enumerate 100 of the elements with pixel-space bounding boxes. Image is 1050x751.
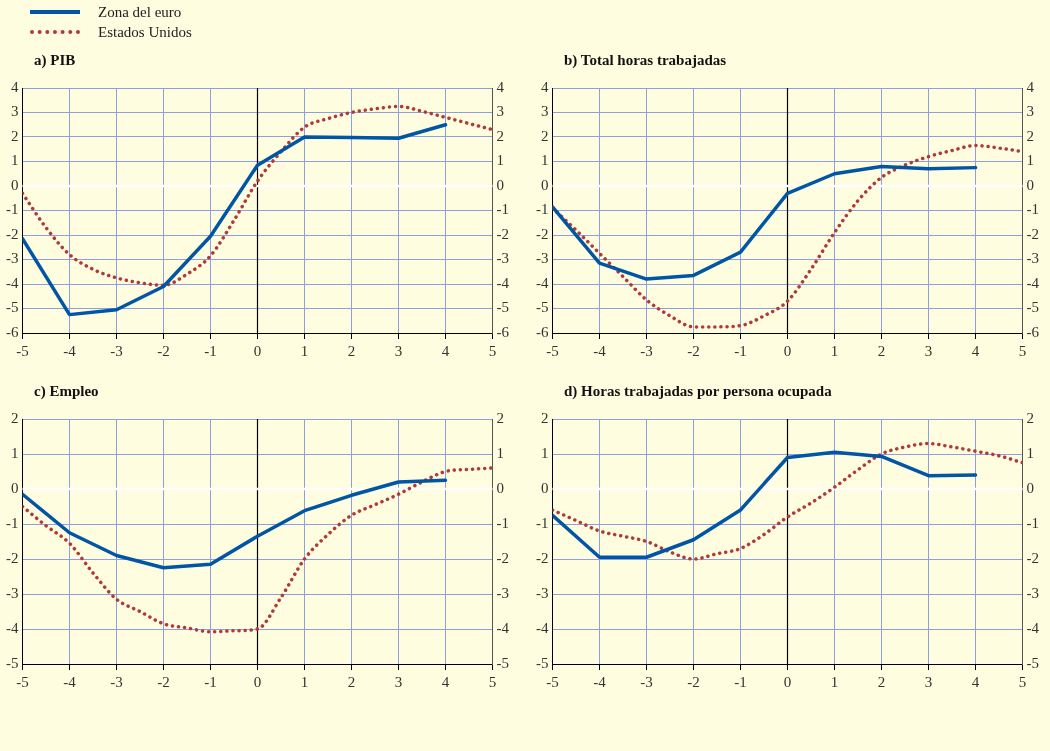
- y-tick-label: 1: [541, 444, 549, 461]
- y-tick-label: -5: [536, 654, 549, 671]
- chart-title: c) Empleo: [34, 383, 100, 400]
- y-tick-label: -1: [6, 514, 19, 531]
- y2-tick-label: 0: [496, 479, 504, 496]
- y2-tick-label: -1: [496, 514, 509, 531]
- y-tick-label: -6: [536, 323, 549, 340]
- x-tick-label: 3: [924, 342, 933, 359]
- y2-tick-label: -2: [496, 225, 509, 242]
- y-tick-label: -4: [6, 274, 19, 291]
- x-tick-label: -1: [204, 342, 217, 359]
- y-tick-label: 2: [11, 127, 19, 144]
- chart-title: b) Total horas trabajadas: [564, 52, 728, 69]
- y2-tick-label: 3: [1026, 103, 1034, 120]
- y-tick-label: 1: [541, 152, 549, 169]
- y2-tick-label: -4: [496, 619, 510, 636]
- x-tick-label: -4: [593, 342, 607, 359]
- y-tick-label: -4: [6, 619, 19, 636]
- y-tick-label: 0: [541, 479, 549, 496]
- y2-tick-label: -3: [1026, 250, 1039, 267]
- y-tick-label: -6: [6, 323, 19, 340]
- x-tick-label: 5: [1018, 342, 1027, 359]
- y2-tick-label: -2: [1026, 225, 1039, 242]
- x-tick-label: 2: [877, 673, 886, 690]
- y2-tick-label: -5: [496, 299, 509, 316]
- x-tick-label: 5: [488, 342, 497, 359]
- y2-tick-label: 4: [496, 78, 505, 95]
- x-tick-label: -4: [63, 342, 77, 359]
- x-tick-label: 1: [830, 673, 839, 690]
- y-tick-label: 4: [541, 78, 549, 95]
- x-tick-label: -2: [687, 673, 700, 690]
- y-tick-label: 0: [541, 176, 549, 193]
- y-tick-label: -5: [536, 299, 549, 316]
- y2-tick-label: 2: [1026, 409, 1034, 426]
- y2-tick-label: -1: [1026, 514, 1039, 531]
- y2-tick-label: 3: [496, 103, 504, 120]
- y-tick-label: -2: [536, 225, 549, 242]
- y-tick-label: -3: [6, 250, 19, 267]
- y-tick-label: 1: [11, 444, 19, 461]
- x-tick-label: -1: [734, 342, 747, 359]
- y-tick-label: 3: [11, 103, 19, 120]
- y2-tick-label: 4: [1026, 78, 1035, 95]
- x-tick-label: -4: [63, 673, 77, 690]
- x-tick-label: 3: [394, 673, 403, 690]
- y-tick-label: -1: [6, 201, 19, 218]
- legend-label: Zona del euro: [98, 3, 182, 21]
- y-tick-label: -3: [536, 250, 549, 267]
- chart-title: d) Horas trabajadas por persona ocupada: [564, 383, 833, 400]
- x-tick-label: 4: [441, 342, 450, 359]
- y2-tick-label: 2: [1026, 127, 1034, 144]
- x-tick-label: -1: [204, 673, 217, 690]
- y2-tick-label: -6: [496, 323, 510, 340]
- x-tick-label: 1: [300, 342, 309, 359]
- y2-tick-label: -4: [1026, 274, 1040, 291]
- y2-tick-label: -5: [1026, 299, 1039, 316]
- y2-tick-label: -4: [1026, 619, 1040, 636]
- y2-tick-label: 2: [496, 127, 504, 144]
- x-tick-label: 4: [971, 673, 980, 690]
- x-tick-label: 3: [394, 342, 403, 359]
- y2-tick-label: 1: [1026, 444, 1034, 461]
- y2-tick-label: -2: [496, 549, 509, 566]
- y-tick-label: 1: [11, 152, 19, 169]
- x-tick-label: 3: [924, 673, 933, 690]
- x-tick-label: -3: [640, 342, 653, 359]
- y-tick-label: 0: [11, 479, 19, 496]
- chart-title: a) PIB: [34, 52, 77, 69]
- y2-tick-label: -4: [496, 274, 510, 291]
- y2-tick-label: 2: [496, 409, 504, 426]
- y2-tick-label: 0: [1026, 479, 1034, 496]
- y-tick-label: -2: [536, 549, 549, 566]
- x-tick-label: 2: [347, 673, 356, 690]
- y2-tick-label: -3: [496, 584, 509, 601]
- y-tick-label: 2: [541, 127, 549, 144]
- y2-tick-label: -3: [1026, 584, 1039, 601]
- y2-tick-label: -5: [496, 654, 509, 671]
- x-tick-label: -4: [593, 673, 607, 690]
- x-tick-label: 0: [253, 673, 262, 690]
- x-tick-label: 2: [877, 342, 886, 359]
- y-tick-label: -5: [6, 299, 19, 316]
- x-tick-label: -1: [734, 673, 747, 690]
- y2-tick-label: 1: [496, 152, 504, 169]
- y-tick-label: -1: [536, 514, 549, 531]
- x-tick-label: -3: [110, 673, 123, 690]
- y-tick-label: 4: [11, 78, 19, 95]
- y-tick-label: 0: [11, 176, 19, 193]
- y2-tick-label: -5: [1026, 654, 1039, 671]
- x-tick-label: 1: [300, 673, 309, 690]
- y-tick-label: -4: [536, 619, 549, 636]
- y-tick-label: -5: [6, 654, 19, 671]
- y-tick-label: -3: [6, 584, 19, 601]
- y-tick-label: -4: [536, 274, 549, 291]
- y2-tick-label: -1: [1026, 201, 1039, 218]
- legend-label: Estados Unidos: [98, 23, 192, 41]
- x-tick-label: 5: [488, 673, 497, 690]
- y-tick-label: -2: [6, 549, 19, 566]
- y2-tick-label: -1: [496, 201, 509, 218]
- x-tick-label: -2: [687, 342, 700, 359]
- y2-tick-label: 0: [1026, 176, 1034, 193]
- x-tick-label: -2: [157, 673, 170, 690]
- x-tick-label: 0: [783, 342, 792, 359]
